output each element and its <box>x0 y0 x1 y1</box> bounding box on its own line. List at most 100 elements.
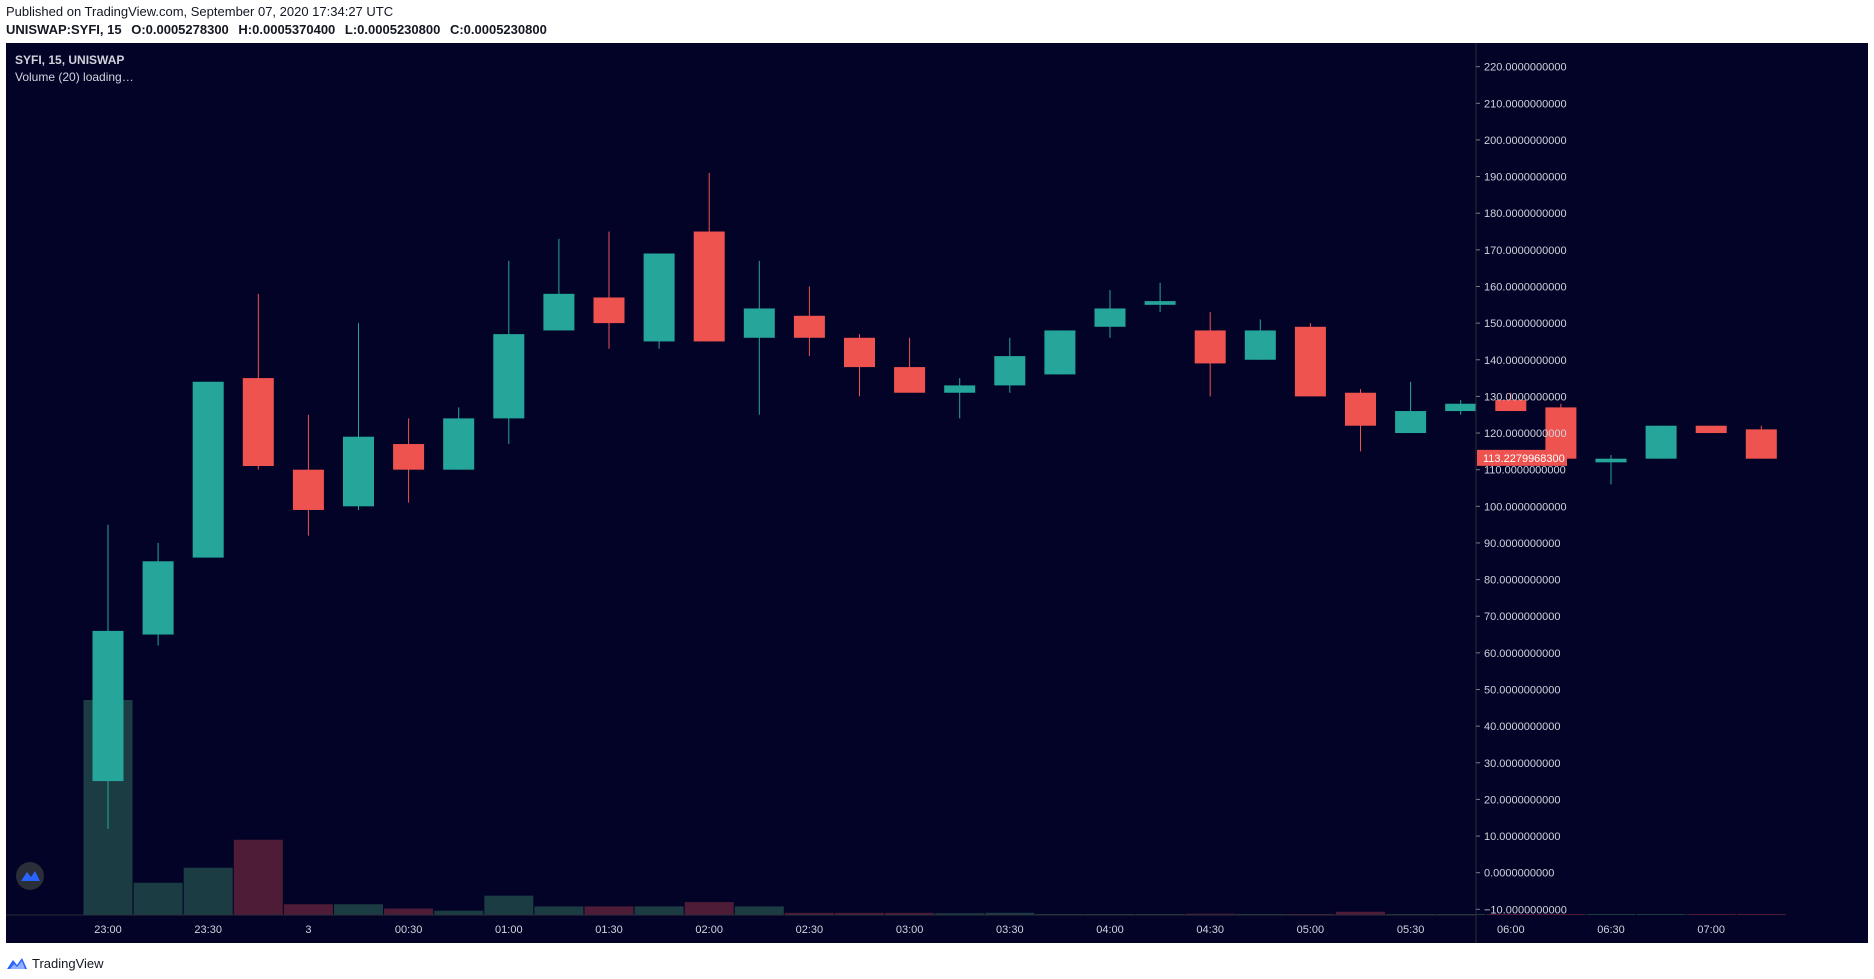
volume-bar <box>384 908 434 915</box>
ohlc-header: UNISWAP:SYFI, 15 O:0.0005278300 H:0.0005… <box>6 22 547 37</box>
candle-body <box>844 337 875 368</box>
volume-bar <box>233 839 283 915</box>
candle-body <box>1144 301 1176 305</box>
candle-body <box>1094 308 1126 327</box>
volume-bar <box>784 912 834 915</box>
candle-body <box>92 630 124 782</box>
y-tick-label: 20.0000000000 <box>1484 794 1560 806</box>
candle-body <box>944 385 976 393</box>
y-tick-label: 180.0000000000 <box>1484 208 1567 220</box>
published-info: Published on TradingView.com, September … <box>6 4 394 19</box>
candle-body <box>743 308 775 338</box>
candle-body <box>1445 403 1477 412</box>
candle-body <box>1244 330 1276 360</box>
candle-body <box>493 334 525 419</box>
candle-body <box>1645 425 1677 459</box>
x-tick-label: 3 <box>305 924 311 936</box>
volume-bar <box>434 910 484 915</box>
volume-bar <box>133 882 183 915</box>
volume-bar <box>1185 913 1235 915</box>
legend-title: SYFI, 15, UNISWAP <box>15 53 125 67</box>
candle-body <box>1745 429 1777 459</box>
candle-body <box>1044 330 1076 375</box>
y-tick-label: 220.0000000000 <box>1484 62 1567 74</box>
volume-bar <box>1586 914 1636 915</box>
y-tick-label: −10.0000000000 <box>1484 904 1567 916</box>
x-tick-label: 03:00 <box>896 924 924 936</box>
y-tick-label: 150.0000000000 <box>1484 318 1567 330</box>
candle-body <box>1194 330 1226 364</box>
candle-body <box>443 418 475 470</box>
y-tick-label: 160.0000000000 <box>1484 281 1567 293</box>
volume-bar <box>734 906 784 915</box>
volume-bar <box>1736 914 1786 915</box>
candle-body <box>1395 411 1427 434</box>
volume-bar <box>835 912 884 915</box>
y-tick-label: 210.0000000000 <box>1484 98 1567 110</box>
footer-brand: TradingView <box>32 955 104 971</box>
x-tick-label: 05:30 <box>1397 924 1425 936</box>
y-tick-label: 170.0000000000 <box>1484 245 1567 257</box>
x-tick-label: 23:30 <box>194 924 222 936</box>
y-tick-label: 140.0000000000 <box>1484 355 1567 367</box>
volume-bar <box>183 867 233 915</box>
candle-body <box>543 293 575 331</box>
tradingview-logo-icon <box>7 958 27 969</box>
candle-body <box>793 315 825 338</box>
high-value: H:0.0005370400 <box>238 22 336 37</box>
candlestick-chart[interactable]: 220.0000000000 210.0000000000 200.00000000… <box>6 43 1868 943</box>
candle-body <box>1595 458 1627 463</box>
candle-body <box>643 253 675 342</box>
candle-body <box>693 231 725 342</box>
y-tick-label: 120.0000000000 <box>1484 428 1567 440</box>
y-tick-label: 70.0000000000 <box>1484 611 1560 623</box>
tradingview-footer[interactable]: TradingView <box>6 952 104 974</box>
candle-body <box>1345 392 1376 426</box>
volume-bar <box>985 912 1035 915</box>
y-tick-label: 10.0000000000 <box>1484 831 1560 843</box>
volume-bar <box>334 904 383 915</box>
y-tick-label: 130.0000000000 <box>1484 391 1567 403</box>
candle-body <box>192 381 224 558</box>
x-tick-label: 01:30 <box>595 924 623 936</box>
y-tick-label: 90.0000000000 <box>1484 538 1560 550</box>
x-tick-label: 04:30 <box>1196 924 1224 936</box>
x-tick-label: 03:30 <box>996 924 1024 936</box>
symbol-label: UNISWAP:SYFI, 15 <box>6 22 122 37</box>
candle-body <box>292 469 324 510</box>
y-tick-label: 190.0000000000 <box>1484 172 1567 184</box>
candle-body <box>1695 425 1727 434</box>
volume-bar <box>283 904 333 915</box>
x-tick-label: 06:30 <box>1597 924 1625 936</box>
y-tick-label: 60.0000000000 <box>1484 648 1560 660</box>
volume-bar <box>684 902 734 915</box>
volume-bar <box>1486 914 1536 915</box>
y-tick-label: 110.0000000000 <box>1484 465 1566 477</box>
volume-bar <box>584 906 634 915</box>
volume-bar <box>634 906 684 915</box>
chart-legend: SYFI, 15, UNISWAP Volume (20) loading… <box>15 52 134 86</box>
x-tick-label: 02:30 <box>796 924 824 936</box>
volume-bar <box>534 906 584 915</box>
y-tick-label: 200.0000000000 <box>1484 135 1567 147</box>
chart-panel[interactable]: 220.0000000000 210.0000000000 200.00000000… <box>6 43 1868 943</box>
volume-bar <box>1336 911 1385 915</box>
y-tick-label: 50.0000000000 <box>1484 685 1560 697</box>
volume-bar <box>1636 914 1686 915</box>
y-tick-label: 80.0000000000 <box>1484 575 1560 587</box>
candle-body <box>1495 400 1527 412</box>
candle-body <box>1294 326 1326 397</box>
low-value: L:0.0005230800 <box>344 22 441 37</box>
volume-bar <box>935 913 985 915</box>
candle-body <box>142 561 174 635</box>
volume-bar <box>1536 914 1586 915</box>
volume-bar <box>1686 914 1736 915</box>
legend-volume: Volume (20) loading… <box>15 70 134 84</box>
last-price-badge <box>1477 449 1567 466</box>
close-value: C:0.0005230800 <box>449 22 547 37</box>
volume-bar <box>484 895 534 915</box>
candle-body <box>393 444 425 470</box>
open-value: O:0.0005278300 <box>131 22 229 37</box>
candle-body <box>994 356 1026 386</box>
x-tick-label: 23:00 <box>94 924 122 936</box>
